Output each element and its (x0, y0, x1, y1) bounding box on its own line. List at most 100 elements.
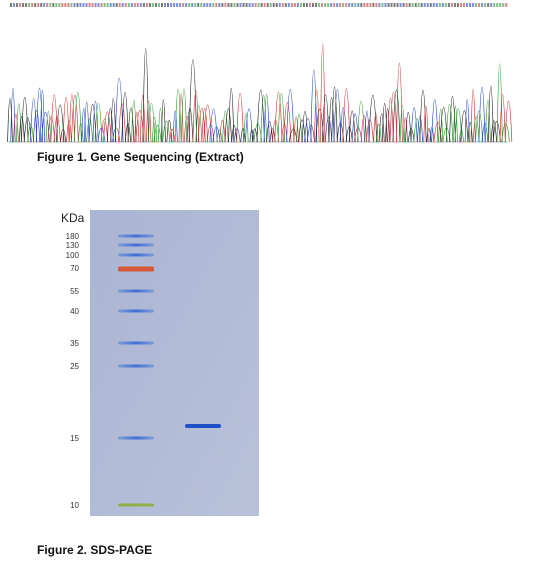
base-call (118, 3, 121, 7)
base-call (130, 3, 133, 7)
base-call (378, 3, 381, 7)
figure-caption: Figure 1. Gene Sequencing (Extract) (37, 150, 244, 164)
ladder-band (118, 309, 154, 313)
base-call (423, 3, 426, 7)
peak (106, 108, 114, 143)
peak (419, 89, 427, 143)
base-call (466, 3, 469, 7)
ladder-band (118, 436, 154, 440)
peak (501, 122, 510, 143)
peak (320, 43, 326, 143)
base-call (133, 3, 136, 7)
base-call (242, 3, 245, 7)
base-call (52, 3, 55, 7)
base-call (61, 3, 64, 7)
peak (145, 100, 152, 143)
base-call (34, 3, 37, 7)
peak (333, 89, 342, 143)
base-call (444, 3, 447, 7)
peak (324, 116, 333, 143)
base-call (459, 3, 462, 7)
base-call (236, 3, 239, 7)
base-call (305, 3, 308, 7)
base-call (154, 3, 157, 7)
peak (485, 99, 491, 143)
base-call (278, 3, 281, 7)
peak (286, 89, 295, 143)
base-call (179, 3, 182, 7)
peak (45, 110, 52, 143)
base-call (67, 3, 70, 7)
ladder-band (118, 266, 154, 272)
base-call (284, 3, 287, 7)
base-call (79, 3, 82, 7)
base-call (55, 3, 58, 7)
peak (86, 118, 93, 143)
base-call (212, 3, 215, 7)
marker-label: 15 (70, 434, 79, 443)
base-call (472, 3, 475, 7)
peak (77, 122, 84, 143)
base-call (318, 3, 321, 7)
peak (296, 114, 303, 143)
base-call (106, 3, 109, 7)
peak (504, 100, 513, 143)
peak (224, 108, 232, 143)
base-call (260, 3, 263, 7)
base-call (221, 3, 224, 7)
base-call (478, 3, 481, 7)
base-call (64, 3, 67, 7)
base-call (239, 3, 242, 7)
peak (71, 94, 79, 143)
peak (274, 92, 283, 143)
peak (293, 116, 299, 143)
base-call (76, 3, 79, 7)
peak (178, 93, 184, 143)
base-call (330, 3, 333, 7)
base-call (88, 3, 91, 7)
peak (402, 117, 408, 143)
base-call (185, 3, 188, 7)
base-call (414, 3, 417, 7)
base-call (157, 3, 160, 7)
base-call (22, 3, 25, 7)
peak (131, 99, 137, 143)
base-call (257, 3, 260, 7)
base-call (287, 3, 290, 7)
base-call (505, 3, 508, 7)
base-call (438, 3, 441, 7)
base-call (25, 3, 28, 7)
marker-label: 55 (70, 287, 79, 296)
base-call (142, 3, 145, 7)
peak (475, 110, 484, 143)
peak (169, 128, 176, 143)
base-call (366, 3, 369, 7)
base-call (209, 3, 212, 7)
base-call (357, 3, 360, 7)
marker-label: 10 (70, 501, 79, 510)
base-call (381, 3, 384, 7)
peak (314, 89, 320, 143)
base-call (456, 3, 459, 7)
base-call (224, 3, 227, 7)
base-call (453, 3, 456, 7)
peak (492, 120, 501, 143)
peak (389, 91, 398, 143)
peak (118, 103, 127, 143)
figure-caption: Figure 2. SDS-PAGE (37, 543, 152, 557)
base-call (351, 3, 354, 7)
base-call (275, 3, 278, 7)
base-call (405, 3, 408, 7)
peak (385, 108, 391, 143)
peak (345, 126, 353, 143)
base-call (215, 3, 218, 7)
peak (249, 129, 255, 143)
peak (201, 107, 208, 143)
base-call (354, 3, 357, 7)
base-call (121, 3, 124, 7)
base-call (218, 3, 221, 7)
peak (139, 94, 146, 143)
peak (15, 103, 22, 143)
